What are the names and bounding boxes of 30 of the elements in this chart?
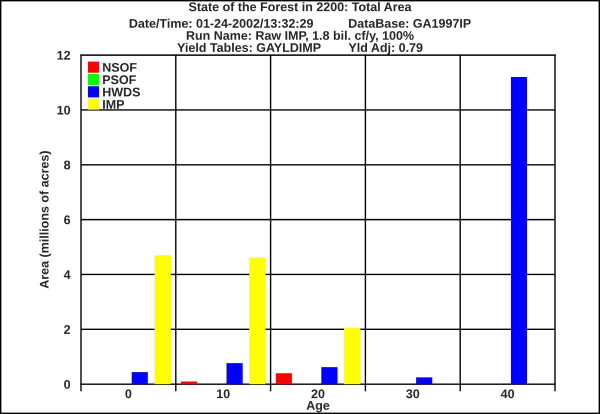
chart-subtitle: Date/Time: 01-24-2002/13:32:29 DataBase: GA1997IP Run Name: Raw IMP, 1.8 bil. cf/y, 100% Yield Tables: GAYLDIMP Yld Adj: 0.79 — [130, 18, 471, 54]
bar — [181, 381, 198, 384]
y-tick-label: 10 — [57, 106, 70, 115]
bar — [344, 328, 360, 384]
x-axis-title: Age — [306, 401, 330, 412]
y-tick-label: 2 — [64, 325, 70, 334]
legend-label: PSOF — [103, 75, 136, 84]
y-tick-label: 8 — [64, 160, 70, 170]
chart-title: State of the Forest in 2200: Total Area — [188, 2, 412, 12]
y-tick-label: 4 — [64, 270, 71, 280]
legend-label: NSOF — [103, 62, 137, 72]
x-tick-label: 0 — [125, 389, 132, 398]
bar — [510, 77, 528, 384]
legend-label: HWDS — [103, 88, 140, 96]
y-axis-title: Area (millions of acres) — [39, 151, 52, 288]
bar — [226, 363, 243, 384]
bar — [154, 255, 171, 384]
y-tick-label: 0 — [64, 380, 70, 389]
x-tick-label: 40 — [500, 389, 514, 398]
bar — [249, 257, 266, 384]
bar — [132, 372, 148, 384]
legend-label: IMP — [103, 100, 124, 109]
bar — [321, 367, 338, 384]
x-tick-label: 20 — [311, 389, 324, 398]
y-tick-label: 12 — [57, 50, 70, 60]
bar — [416, 377, 432, 384]
x-tick-label: 30 — [406, 389, 420, 398]
y-tick-label: 6 — [64, 215, 70, 224]
x-tick-label: 10 — [217, 389, 230, 398]
bar — [276, 373, 292, 384]
